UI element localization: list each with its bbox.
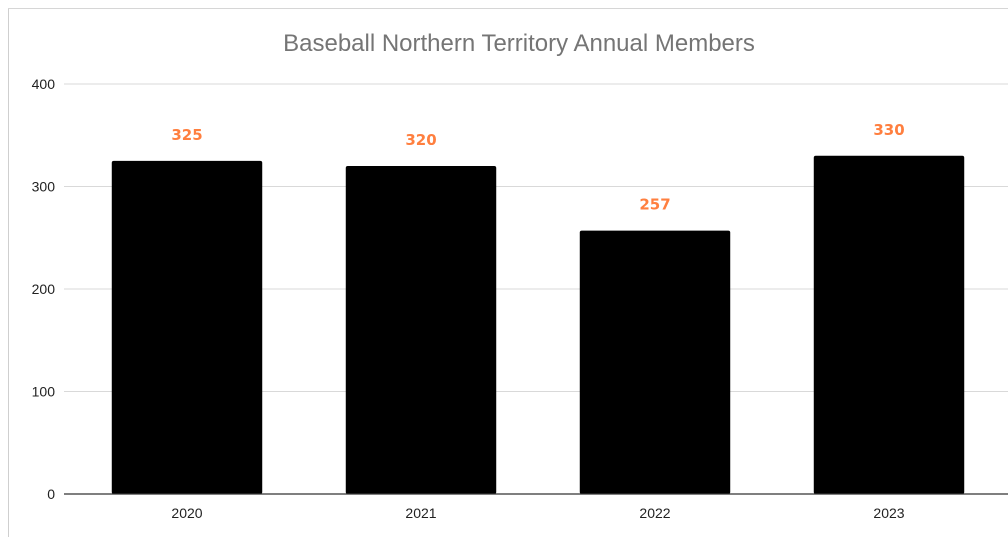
y-tick-label-100: 100	[32, 384, 56, 400]
bar-2020	[111, 160, 263, 494]
y-tick-label-200: 200	[32, 281, 56, 297]
bar-2021	[345, 166, 497, 494]
x-tick-label-2023: 2023	[873, 505, 904, 521]
data-label-2022: 257	[639, 196, 670, 214]
axes: 0 100 200 300 400 2020 2021 2022 2023	[32, 76, 1008, 521]
data-label-2021: 320	[405, 131, 436, 149]
y-tick-label-0: 0	[47, 486, 55, 502]
x-tick-label-2022: 2022	[639, 505, 670, 521]
y-tick-label-300: 300	[32, 179, 56, 195]
frame-top-border	[8, 8, 1008, 9]
bar-2022	[579, 230, 731, 494]
frame-left-border	[8, 8, 9, 537]
bar-2023	[813, 155, 965, 494]
data-labels: 325 320 257 330	[171, 121, 904, 214]
chart-title: Baseball Northern Territory Annual Membe…	[283, 30, 755, 57]
y-tick-label-400: 400	[32, 76, 56, 92]
data-label-2023: 330	[873, 121, 904, 139]
x-tick-label-2021: 2021	[405, 505, 436, 521]
bars	[111, 155, 965, 494]
data-label-2020: 325	[171, 126, 202, 144]
x-tick-label-2020: 2020	[171, 505, 202, 521]
